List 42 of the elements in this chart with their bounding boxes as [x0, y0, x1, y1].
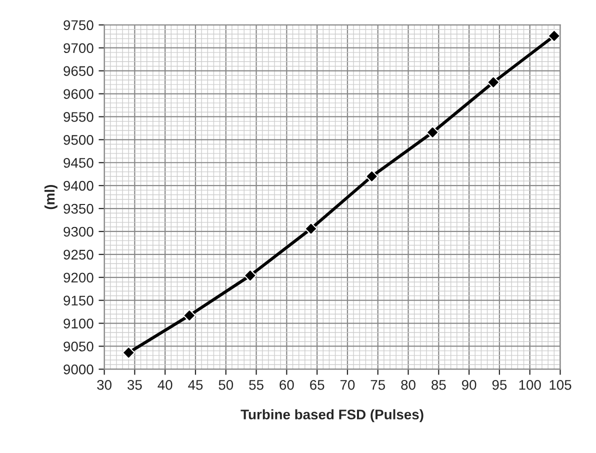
y-tick-label: 9750: [64, 20, 94, 30]
x-tick-label: 50: [218, 380, 234, 390]
point: [365, 170, 378, 183]
x-tick-label: 35: [128, 380, 142, 390]
x-tick-label: 80: [401, 380, 416, 390]
x-tick-label: 40: [158, 380, 172, 390]
x-axis-title: Turbine based FSD (Pulses): [240, 409, 424, 422]
x-tick-label: 90: [462, 380, 476, 390]
y-tick-label: 9600: [64, 89, 94, 99]
y-tick-label: 9150: [64, 296, 94, 306]
point: [486, 76, 500, 89]
y-tick-label: 9500: [64, 135, 94, 145]
x-tick-label: 55: [249, 380, 264, 390]
point: [244, 269, 257, 282]
point: [548, 30, 560, 42]
x-tick-label: 100: [519, 380, 541, 390]
y-tick-label: 9350: [64, 204, 94, 214]
x-tick-label: 65: [310, 380, 324, 390]
y-tick-label: 9400: [64, 180, 94, 191]
y-tick-label: 9450: [64, 158, 94, 168]
point: [182, 309, 196, 322]
y-tick-label: 9700: [64, 43, 94, 54]
x-tick-label: 70: [340, 380, 355, 390]
y-tick-label: 9250: [64, 250, 94, 260]
point: [304, 222, 318, 236]
x-tick-label: 60: [280, 380, 294, 390]
y-tick-label: 9200: [64, 272, 94, 283]
point: [426, 126, 439, 139]
y-axis-title: (ml): [44, 185, 58, 210]
y-tick-label: 9100: [64, 318, 94, 328]
x-tick-label: 95: [492, 380, 507, 390]
x-tick-label: 75: [370, 380, 386, 390]
x-tick-label: 45: [188, 380, 203, 390]
y-tick-label: 9550: [64, 112, 94, 122]
point: [122, 346, 136, 360]
x-tick-label: 30: [97, 380, 112, 390]
y-tick-label: 9000: [64, 364, 94, 374]
y-tick-label: 9050: [64, 342, 94, 352]
y-tick-label: 9650: [64, 66, 94, 76]
y-tick-label: 9300: [64, 226, 94, 237]
x-tick-label: 105: [550, 380, 572, 390]
x-tick-label: 85: [432, 380, 446, 390]
